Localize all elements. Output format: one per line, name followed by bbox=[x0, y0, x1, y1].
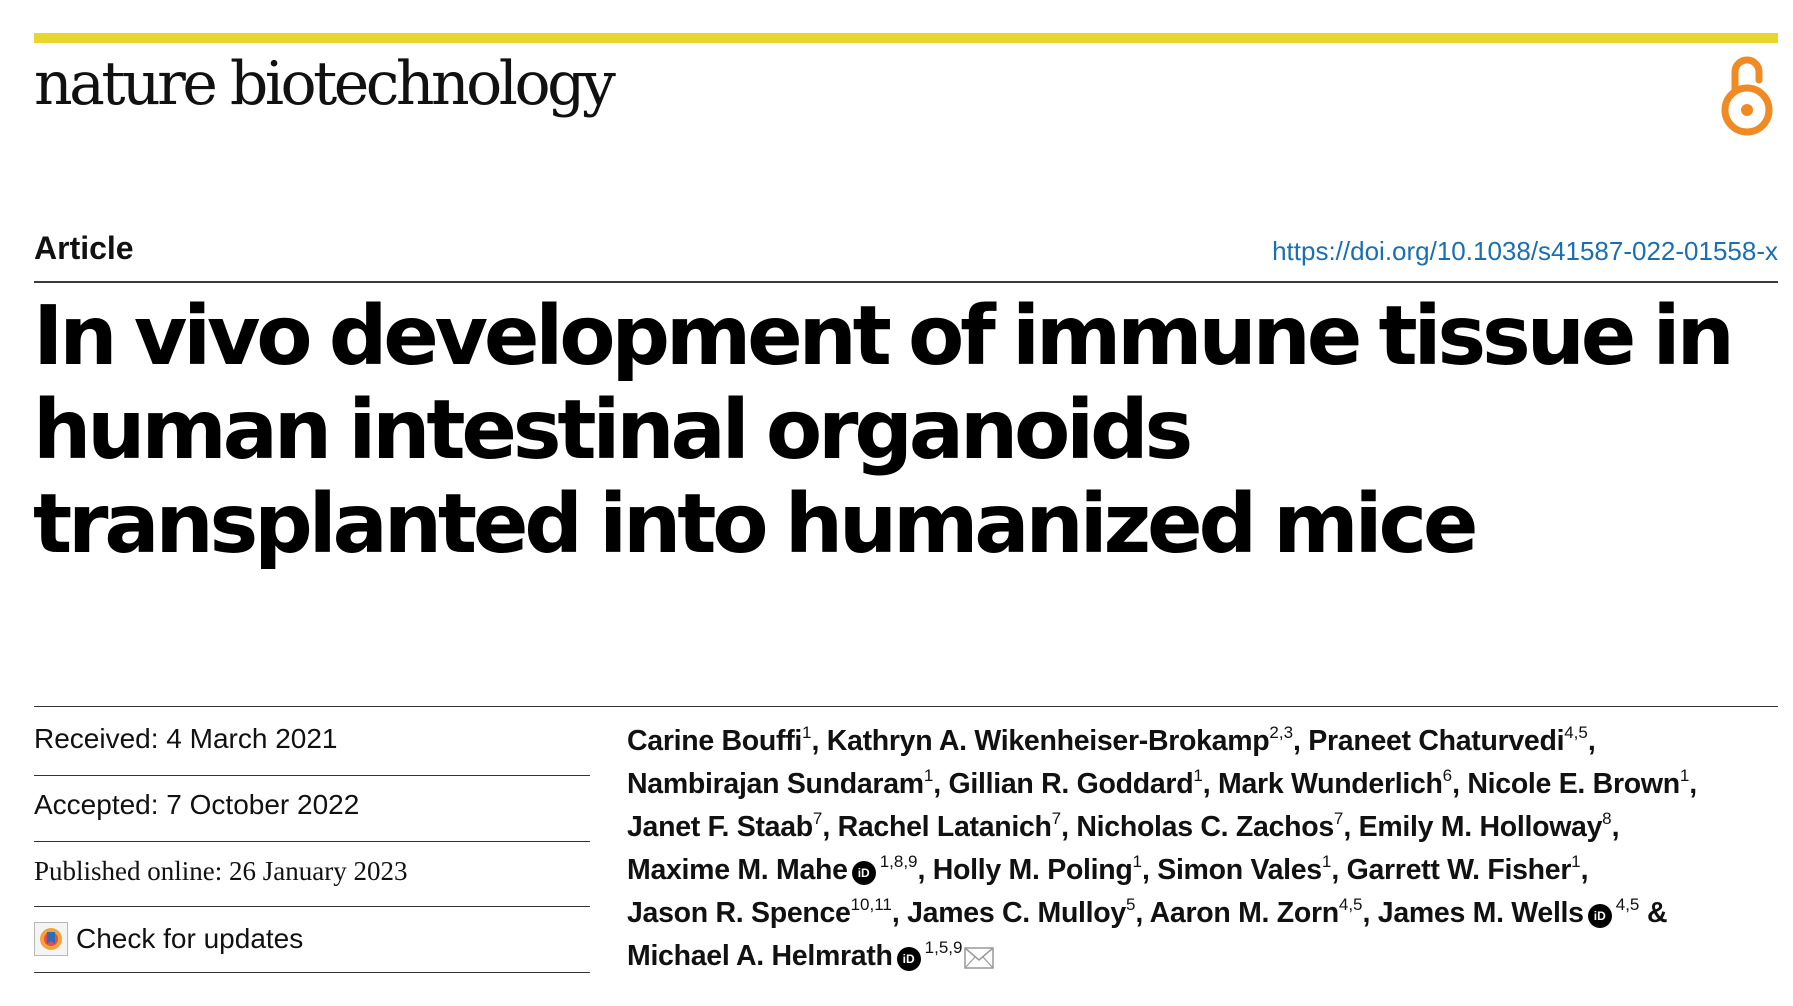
author-name-text: James C. Mulloy bbox=[907, 897, 1126, 929]
author-name[interactable]: James C. Mulloy5 bbox=[907, 895, 1136, 929]
author-list: Carine Bouffi1, Kathryn A. Wikenheiser-B… bbox=[627, 723, 1697, 972]
affiliation-number[interactable]: 1 bbox=[802, 723, 812, 742]
author-name-text: Nicholas C. Zachos bbox=[1076, 811, 1334, 843]
author-name[interactable]: Jason R. Spence10,11 bbox=[627, 895, 892, 929]
author-name[interactable]: James M. Wells iD4,5 bbox=[1377, 895, 1640, 929]
author-name[interactable]: Holly M. Poling1 bbox=[932, 852, 1142, 886]
affiliation-number[interactable]: 4,5 bbox=[1564, 723, 1588, 742]
author-name-text: James M. Wells bbox=[1377, 897, 1584, 929]
check-for-updates-button[interactable]: Check for updates bbox=[34, 920, 303, 958]
doi-link[interactable]: https://doi.org/10.1038/s41587-022-01558… bbox=[1272, 236, 1778, 266]
affiliation-number[interactable]: 6 bbox=[1442, 766, 1453, 785]
author-name[interactable]: Nicholas C. Zachos7 bbox=[1076, 809, 1344, 843]
affiliation-number[interactable]: 5 bbox=[1125, 895, 1136, 914]
divider bbox=[34, 841, 590, 842]
affiliation-number[interactable]: 1,8,9 bbox=[879, 852, 918, 871]
author-name-text: Nicole E. Brown bbox=[1467, 768, 1680, 800]
author-name[interactable]: Gillian R. Goddard1 bbox=[948, 766, 1203, 800]
orcid-icon[interactable]: iD bbox=[851, 861, 876, 885]
journal-top-bar bbox=[34, 33, 1778, 43]
author-name-text: Holly M. Poling bbox=[932, 854, 1133, 886]
author-name[interactable]: Michael A. Helmrath iD1,5,9 bbox=[627, 938, 995, 972]
author-name-text: Garrett W. Fisher bbox=[1346, 854, 1572, 886]
divider bbox=[34, 906, 590, 907]
affiliation-number[interactable]: 1,5,9 bbox=[924, 938, 963, 957]
open-access-icon bbox=[1721, 56, 1773, 136]
author-name[interactable]: Mark Wunderlich6 bbox=[1218, 766, 1453, 800]
author-name[interactable]: Nambirajan Sundaram1 bbox=[627, 766, 934, 800]
author-name[interactable]: Rachel Latanich7 bbox=[837, 809, 1062, 843]
check-for-updates-label: Check for updates bbox=[76, 923, 304, 954]
author-name-text: Michael A. Helmrath bbox=[627, 940, 893, 972]
author-name-text: Emily M. Holloway bbox=[1358, 811, 1603, 843]
divider bbox=[34, 775, 590, 776]
author-name[interactable]: Simon Vales1 bbox=[1157, 852, 1332, 886]
email-icon[interactable] bbox=[964, 947, 995, 969]
affiliation-number[interactable]: 10,11 bbox=[850, 895, 892, 914]
author-name[interactable]: Maxime M. Mahe iD1,8,9 bbox=[627, 852, 918, 886]
author-name[interactable]: Aaron M. Zorn4,5 bbox=[1149, 895, 1363, 929]
affiliation-number[interactable]: 2,3 bbox=[1269, 723, 1294, 742]
affiliation-number[interactable]: 1 bbox=[1193, 766, 1203, 785]
article-type-label: Article bbox=[34, 230, 134, 266]
author-name[interactable]: Nicole E. Brown1 bbox=[1467, 766, 1690, 800]
author-name-text: Nambirajan Sundaram bbox=[627, 768, 924, 800]
orcid-icon[interactable]: iD bbox=[1587, 904, 1612, 928]
author-name-text: Maxime M. Mahe bbox=[627, 854, 848, 886]
affiliation-number[interactable]: 1 bbox=[1571, 852, 1581, 871]
author-name-text: Simon Vales bbox=[1157, 854, 1322, 886]
affiliation-number[interactable]: 7 bbox=[812, 809, 823, 828]
affiliation-number[interactable]: 1 bbox=[1679, 766, 1690, 785]
author-name[interactable]: Kathryn A. Wikenheiser-Brokamp2,3 bbox=[826, 723, 1294, 757]
article-title: In vivo development of immune tissue in … bbox=[33, 289, 1735, 572]
accepted-date: Accepted: 7 October 2022 bbox=[34, 789, 360, 820]
affiliation-number[interactable]: 1 bbox=[923, 766, 934, 785]
author-name-text: Carine Bouffi bbox=[627, 725, 803, 757]
author-name-text: Gillian R. Goddard bbox=[948, 768, 1194, 800]
author-name[interactable]: Emily M. Holloway8 bbox=[1358, 809, 1612, 843]
author-name[interactable]: Praneet Chaturvedi4,5 bbox=[1308, 723, 1588, 757]
title-divider bbox=[34, 281, 1778, 283]
author-name-text: Mark Wunderlich bbox=[1218, 768, 1443, 800]
affiliation-number[interactable]: 8 bbox=[1602, 809, 1612, 828]
orcid-icon[interactable]: iD bbox=[896, 947, 921, 971]
affiliation-number[interactable]: 1 bbox=[1132, 852, 1142, 871]
published-date: Published online: 26 January 2023 bbox=[34, 856, 408, 886]
journal-name[interactable]: nature biotechnology bbox=[34, 49, 616, 119]
author-name-text: Jason R. Spence bbox=[627, 897, 851, 929]
author-name[interactable]: Janet F. Staab7 bbox=[627, 809, 823, 843]
author-name-text: Janet F. Staab bbox=[627, 811, 813, 843]
received-date: Received: 4 March 2021 bbox=[34, 723, 338, 754]
check-for-updates-icon bbox=[34, 922, 68, 956]
metadata-divider bbox=[34, 706, 1778, 707]
affiliation-number[interactable]: 1 bbox=[1321, 852, 1332, 871]
divider bbox=[34, 972, 590, 973]
author-name[interactable]: Carine Bouffi1 bbox=[627, 723, 812, 757]
affiliation-number[interactable]: 4,5 bbox=[1338, 895, 1363, 914]
author-name-text: Kathryn A. Wikenheiser-Brokamp bbox=[826, 725, 1270, 757]
author-name[interactable]: Garrett W. Fisher1 bbox=[1346, 852, 1581, 886]
affiliation-number[interactable]: 4,5 bbox=[1615, 895, 1640, 914]
author-name-text: Aaron M. Zorn bbox=[1149, 897, 1340, 929]
affiliation-number[interactable]: 7 bbox=[1051, 809, 1062, 828]
author-name-text: Rachel Latanich bbox=[837, 811, 1052, 843]
author-name-text: Praneet Chaturvedi bbox=[1308, 725, 1565, 757]
affiliation-number[interactable]: 7 bbox=[1333, 809, 1344, 828]
